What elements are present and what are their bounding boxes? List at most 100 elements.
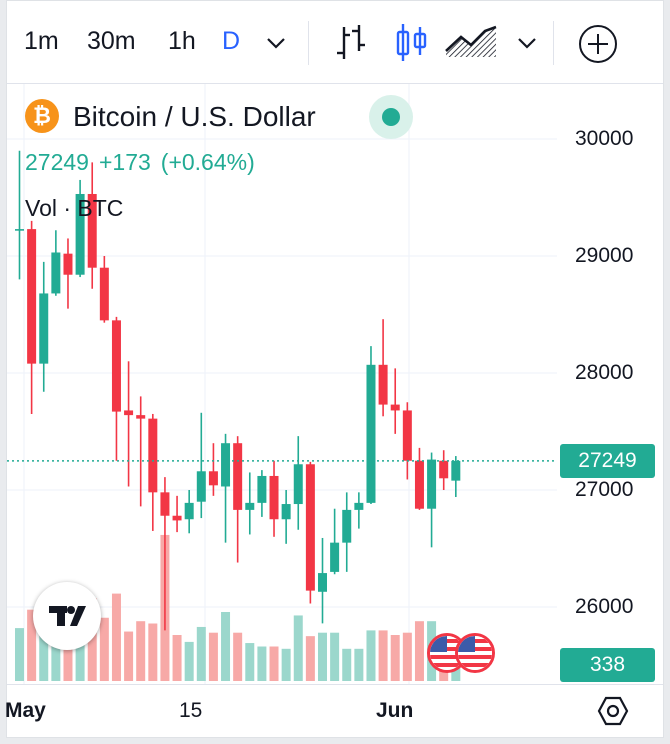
volume-bar bbox=[196, 626, 206, 681]
candle-body bbox=[427, 459, 437, 509]
price-axis-label: 29000 bbox=[575, 244, 634, 267]
volume-bar bbox=[184, 641, 194, 681]
timeframe-d-button[interactable]: D bbox=[222, 27, 241, 55]
candle-body bbox=[414, 460, 424, 509]
candle-body bbox=[75, 193, 85, 275]
volume-bar bbox=[366, 630, 376, 681]
candle-body bbox=[208, 471, 218, 486]
volume-bar bbox=[414, 621, 424, 681]
volume-bar bbox=[27, 609, 37, 681]
tradingview-logo-icon bbox=[49, 606, 86, 626]
volume-bar bbox=[330, 632, 340, 681]
timeframe-1m-button[interactable]: 1m bbox=[24, 27, 59, 55]
price-axis-label: 28000 bbox=[575, 361, 634, 384]
candle-body bbox=[378, 364, 388, 405]
chart-settings-gear-icon[interactable] bbox=[595, 694, 631, 728]
candle-body bbox=[99, 267, 109, 321]
chart-widget: 1m 30m 1h D bbox=[5, 0, 664, 738]
time-axis-label: Jun bbox=[376, 699, 414, 722]
candle-body bbox=[245, 502, 255, 510]
candle-body bbox=[221, 443, 231, 487]
candle-body bbox=[366, 364, 376, 503]
volume-bar bbox=[281, 648, 291, 681]
last-price-badge: 27249 bbox=[560, 444, 655, 478]
toolbar-divider bbox=[308, 21, 309, 65]
volume-bar bbox=[390, 635, 400, 681]
time-axis-divider bbox=[7, 684, 663, 685]
candle-body bbox=[330, 542, 340, 572]
volume-bar bbox=[172, 635, 182, 681]
volume-bar bbox=[257, 646, 267, 681]
volume-bar bbox=[136, 621, 146, 681]
chevron-down-icon[interactable] bbox=[265, 35, 287, 51]
candle-body bbox=[439, 460, 449, 479]
chevron-down-icon[interactable] bbox=[516, 35, 538, 51]
volume-bar bbox=[269, 646, 279, 681]
us-economic-event-flag-icon[interactable] bbox=[455, 633, 495, 673]
time-axis-label: May bbox=[5, 699, 46, 722]
candle-body bbox=[124, 410, 134, 416]
toolbar-divider bbox=[553, 21, 554, 65]
candle-body bbox=[39, 293, 49, 364]
volume-bar bbox=[354, 648, 364, 681]
price-axis-label: 26000 bbox=[575, 595, 634, 618]
candle-body bbox=[51, 252, 61, 294]
price-chart-plot[interactable] bbox=[7, 84, 557, 684]
volume-bar bbox=[221, 612, 231, 681]
volume-bar bbox=[402, 632, 412, 681]
volume-bar bbox=[293, 615, 303, 681]
candle-body bbox=[451, 460, 461, 481]
candle-body bbox=[196, 471, 206, 502]
candle-body bbox=[257, 475, 267, 503]
candle-body bbox=[15, 229, 24, 231]
volume-bar bbox=[305, 636, 315, 681]
volume-value-badge: 338 bbox=[560, 648, 655, 682]
volume-bar bbox=[148, 623, 158, 681]
candle-body bbox=[136, 415, 146, 419]
volume-bar bbox=[233, 632, 243, 681]
bar-chart-style-icon[interactable] bbox=[333, 23, 369, 63]
candle-body bbox=[160, 492, 170, 516]
price-change-percent: (+0.64%) bbox=[160, 149, 255, 175]
last-price-value: 27249 bbox=[25, 149, 89, 175]
toolbar: 1m 30m 1h D bbox=[7, 1, 663, 84]
tradingview-logo[interactable] bbox=[33, 582, 101, 650]
volume-bar bbox=[39, 607, 49, 681]
volume-bar bbox=[87, 598, 97, 681]
candle-body bbox=[305, 464, 315, 591]
candle-body bbox=[172, 515, 182, 521]
candlestick-series bbox=[15, 150, 461, 631]
candle-body bbox=[402, 410, 412, 461]
market-status-indicator[interactable] bbox=[369, 95, 413, 139]
candle-body bbox=[269, 475, 279, 520]
symbol-title[interactable]: Bitcoin / U.S. Dollar bbox=[73, 101, 316, 132]
candle-body bbox=[63, 253, 73, 275]
volume-indicator-label[interactable]: Vol · BTC bbox=[25, 195, 124, 221]
area-chart-style-icon[interactable] bbox=[443, 23, 499, 61]
candle-body bbox=[281, 504, 291, 520]
timeframe-30m-button[interactable]: 30m bbox=[87, 27, 136, 55]
candle-body bbox=[27, 229, 37, 364]
price-axis-label: 27000 bbox=[575, 478, 634, 501]
candle-body bbox=[390, 404, 400, 411]
timeframe-1h-button[interactable]: 1h bbox=[168, 27, 196, 55]
volume-bar bbox=[208, 632, 218, 681]
volume-bar bbox=[451, 667, 461, 681]
candle-body bbox=[354, 502, 364, 510]
volume-bar bbox=[15, 628, 24, 681]
candle-body bbox=[318, 573, 327, 592]
volume-bar bbox=[378, 630, 388, 681]
live-status-dot-icon bbox=[382, 108, 400, 126]
add-indicator-plus-icon[interactable] bbox=[577, 23, 619, 65]
volume-bar bbox=[318, 632, 327, 681]
candle-body bbox=[342, 509, 352, 543]
price-axis-label: 30000 bbox=[575, 127, 634, 150]
candlestick-chart-style-icon[interactable] bbox=[393, 21, 429, 65]
candle-body bbox=[111, 320, 121, 412]
bitcoin-logo-icon: ₿ bbox=[25, 99, 59, 133]
candle-body bbox=[233, 443, 243, 510]
volume-bar bbox=[342, 648, 352, 681]
volume-bar bbox=[111, 593, 121, 681]
candle-body bbox=[148, 418, 158, 493]
candle-body bbox=[293, 464, 303, 505]
